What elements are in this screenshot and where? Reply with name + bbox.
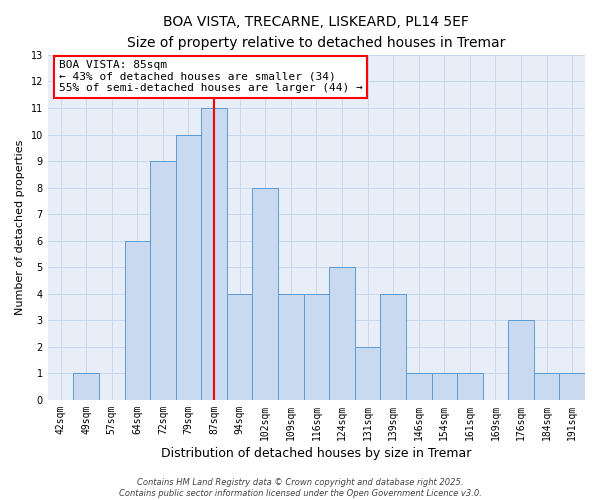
Bar — [431, 374, 457, 400]
Bar — [380, 294, 406, 400]
Bar — [355, 347, 380, 400]
Bar — [534, 374, 559, 400]
Bar — [227, 294, 253, 400]
Bar — [150, 161, 176, 400]
Bar — [278, 294, 304, 400]
Bar — [176, 134, 201, 400]
Bar — [201, 108, 227, 400]
Bar — [125, 240, 150, 400]
Bar — [406, 374, 431, 400]
Bar — [304, 294, 329, 400]
Y-axis label: Number of detached properties: Number of detached properties — [15, 140, 25, 315]
Bar — [457, 374, 482, 400]
Bar — [508, 320, 534, 400]
Bar — [329, 267, 355, 400]
Text: BOA VISTA: 85sqm
← 43% of detached houses are smaller (34)
55% of semi-detached : BOA VISTA: 85sqm ← 43% of detached house… — [59, 60, 362, 94]
X-axis label: Distribution of detached houses by size in Tremar: Distribution of detached houses by size … — [161, 447, 472, 460]
Text: Contains HM Land Registry data © Crown copyright and database right 2025.
Contai: Contains HM Land Registry data © Crown c… — [119, 478, 481, 498]
Bar — [73, 374, 99, 400]
Title: BOA VISTA, TRECARNE, LISKEARD, PL14 5EF
Size of property relative to detached ho: BOA VISTA, TRECARNE, LISKEARD, PL14 5EF … — [127, 15, 506, 50]
Bar — [559, 374, 585, 400]
Bar — [253, 188, 278, 400]
